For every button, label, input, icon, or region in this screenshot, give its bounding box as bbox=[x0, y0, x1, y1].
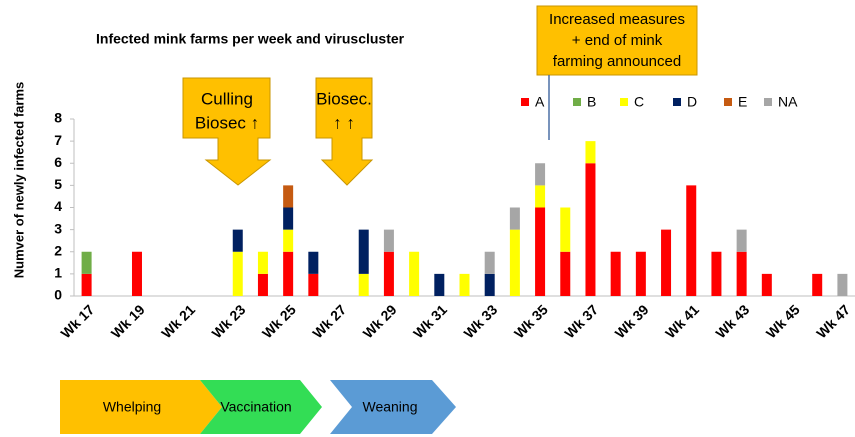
annotation-text: Increased measures bbox=[549, 11, 685, 28]
phase-chevron bbox=[60, 380, 222, 434]
bar-segment bbox=[358, 273, 369, 296]
bar-segment bbox=[81, 273, 92, 296]
annotation-text: Biosec. bbox=[316, 89, 372, 108]
bar-segment bbox=[812, 273, 823, 296]
y-tick-label: 1 bbox=[54, 265, 62, 281]
bar-segment bbox=[509, 229, 520, 296]
bar-segment bbox=[434, 273, 445, 296]
y-tick-label: 0 bbox=[54, 287, 62, 303]
bar-segment bbox=[560, 251, 571, 296]
legend-label: B bbox=[587, 94, 596, 110]
x-tick-label: Wk 43 bbox=[712, 301, 752, 341]
bar-segment bbox=[711, 251, 722, 296]
legend-swatch bbox=[573, 98, 581, 106]
bar-segment bbox=[509, 207, 520, 230]
x-tick-label: Wk 31 bbox=[410, 301, 450, 341]
bar-segment bbox=[409, 251, 420, 296]
phase-label: Vaccination bbox=[220, 399, 291, 415]
legend-label: D bbox=[687, 94, 697, 110]
bar-segment bbox=[736, 251, 747, 296]
x-tick-label: Wk 23 bbox=[209, 301, 249, 341]
legend-swatch bbox=[620, 98, 628, 106]
bar-segment bbox=[283, 251, 294, 296]
annotation-text: Biosec ↑ bbox=[195, 113, 259, 132]
bar-segment bbox=[308, 273, 319, 296]
phase-chevron bbox=[330, 380, 456, 434]
x-tick-label: Wk 25 bbox=[259, 301, 299, 341]
annotation-callout bbox=[315, 77, 374, 186]
annotation-text: farming announced bbox=[553, 53, 681, 70]
x-tick-label: Wk 29 bbox=[360, 301, 400, 341]
bar-segment bbox=[585, 141, 596, 164]
bar-segment bbox=[535, 185, 546, 208]
y-axis-title: Numver of newly infected farms bbox=[11, 82, 26, 279]
legend-label: NA bbox=[778, 94, 798, 110]
legend-swatch bbox=[521, 98, 529, 106]
bar-segment bbox=[283, 207, 294, 230]
x-tick-label: Wk 45 bbox=[763, 301, 803, 341]
bar-segment bbox=[308, 251, 319, 274]
bar-segment bbox=[283, 185, 294, 208]
bar-segment bbox=[837, 273, 848, 296]
x-tick-label: Wk 33 bbox=[461, 301, 501, 341]
y-tick-label: 6 bbox=[54, 154, 62, 170]
legend-label: C bbox=[634, 94, 644, 110]
annotation-box bbox=[536, 5, 698, 76]
annotation-callout bbox=[182, 77, 272, 186]
phase-label: Weaning bbox=[362, 399, 417, 415]
legend-label: E bbox=[738, 94, 747, 110]
y-tick-label: 5 bbox=[54, 176, 62, 192]
bar-segment bbox=[535, 207, 546, 296]
annotation-text: + end of mink bbox=[572, 32, 663, 49]
bar-segment bbox=[686, 185, 697, 296]
x-tick-label: Wk 19 bbox=[108, 301, 148, 341]
annotation-text: ↑ ↑ bbox=[333, 113, 355, 132]
legend-swatch bbox=[724, 98, 732, 106]
x-tick-label: Wk 17 bbox=[57, 301, 97, 341]
legend-swatch bbox=[673, 98, 681, 106]
y-tick-label: 4 bbox=[54, 198, 62, 214]
bar-segment bbox=[383, 251, 394, 296]
bar-segment bbox=[257, 251, 268, 274]
bar-segment bbox=[358, 229, 369, 274]
bar-segment bbox=[383, 229, 394, 252]
legend-swatch bbox=[764, 98, 772, 106]
x-tick-label: Wk 27 bbox=[309, 301, 349, 341]
bar-segment bbox=[283, 229, 294, 252]
x-tick-label: Wk 35 bbox=[511, 301, 551, 341]
y-tick-label: 3 bbox=[54, 220, 62, 236]
y-tick-label: 2 bbox=[54, 242, 62, 258]
x-tick-label: Wk 39 bbox=[612, 301, 652, 341]
x-tick-label: Wk 21 bbox=[158, 301, 198, 341]
bar-segment bbox=[736, 229, 747, 252]
bar-segment bbox=[232, 229, 243, 252]
bar-segment bbox=[81, 251, 92, 274]
bar-segment bbox=[535, 163, 546, 186]
bar-segment bbox=[484, 273, 495, 296]
y-tick-label: 7 bbox=[54, 132, 62, 148]
bar-segment bbox=[610, 251, 621, 296]
bar-segment bbox=[257, 273, 268, 296]
bar-segment bbox=[585, 163, 596, 296]
bar-segment bbox=[661, 229, 672, 296]
annotation-text: Culling bbox=[201, 89, 253, 108]
bar-segment bbox=[560, 207, 571, 252]
bar-segment bbox=[459, 273, 470, 296]
x-tick-label: Wk 41 bbox=[662, 301, 702, 341]
bar-segment bbox=[761, 273, 772, 296]
phase-chevron bbox=[200, 380, 322, 434]
x-tick-label: Wk 47 bbox=[813, 301, 853, 341]
y-tick-label: 8 bbox=[54, 110, 62, 126]
bar-segment bbox=[232, 251, 243, 296]
bar-segment bbox=[484, 251, 495, 274]
bar-segment bbox=[635, 251, 646, 296]
phase-label: Whelping bbox=[103, 399, 161, 415]
legend-label: A bbox=[535, 94, 545, 110]
bar-segment bbox=[131, 251, 142, 296]
x-tick-label: Wk 37 bbox=[561, 301, 601, 341]
chart-title: Infected mink farms per week and viruscl… bbox=[96, 31, 405, 47]
